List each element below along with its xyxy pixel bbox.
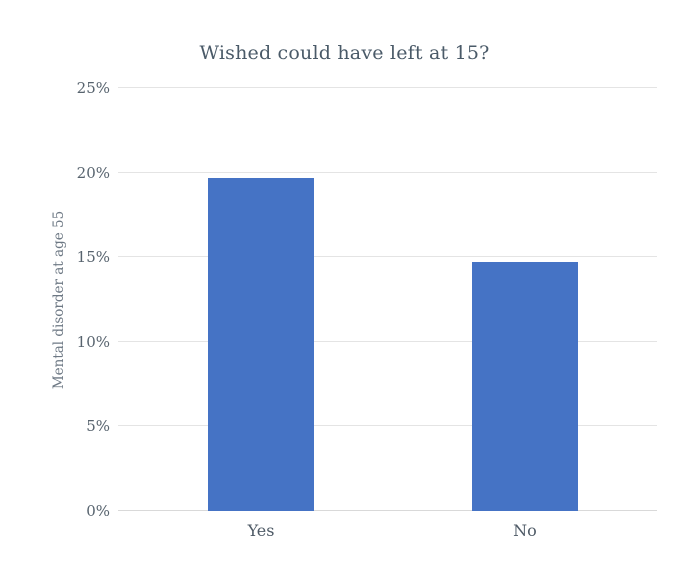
chart-title: Wished could have left at 15? [199,42,490,64]
y-tick-label: 0% [86,502,110,520]
y-tick-label: 5% [86,417,110,436]
gridline [118,171,657,173]
x-tick-label-no: No [513,521,537,540]
gridline [118,340,657,342]
y-tick-label: 25% [76,79,110,97]
gridline [118,425,657,427]
gridline [118,510,657,511]
y-axis-title: Mental disorder at age 55 [51,210,67,390]
y-tick-label: 15% [76,248,110,267]
x-tick-label-yes: Yes [247,521,275,540]
plot-area [118,87,657,511]
y-tick-label: 20% [76,163,110,182]
bar-yes [208,177,314,511]
gridline [118,256,657,258]
y-tick-label: 10% [76,332,110,351]
gridline [118,87,657,88]
bar-no [472,262,578,511]
